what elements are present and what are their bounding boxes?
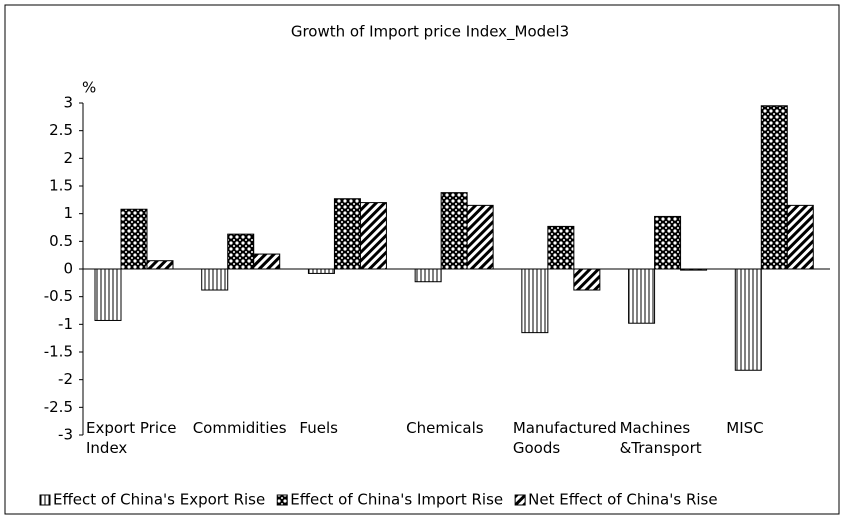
y-axis-label: % — [82, 79, 96, 97]
bar — [573, 268, 601, 291]
bar — [227, 233, 255, 270]
y-tick-label: 2 — [63, 149, 73, 167]
bar — [547, 225, 575, 270]
bar — [628, 268, 656, 324]
bar — [359, 202, 387, 270]
bar — [654, 215, 682, 270]
bar — [760, 105, 788, 270]
legend-swatch — [514, 494, 526, 506]
y-tick-label: 0.5 — [49, 232, 73, 250]
bar — [440, 192, 468, 270]
bar — [201, 268, 229, 291]
legend-label: Net Effect of China's Rise — [528, 491, 717, 509]
x-tick-label: Commidities — [192, 419, 287, 437]
bar — [680, 268, 708, 271]
bar — [521, 268, 549, 334]
x-tick-label: Manufactured Goods — [512, 419, 617, 457]
x-tick-label: Fuels — [299, 419, 338, 437]
y-tick-label: 1.5 — [49, 177, 73, 195]
y-tick-label: -2.5 — [44, 398, 73, 416]
y-tick-label: -2 — [58, 370, 73, 388]
x-tick-label: Chemicals — [406, 419, 484, 437]
bar — [146, 260, 174, 270]
y-tick-label: 2.5 — [49, 121, 73, 139]
y-tick-label: 1 — [63, 204, 73, 222]
chart-border — [4, 4, 840, 515]
bar — [94, 268, 122, 321]
bar — [786, 204, 814, 270]
bar — [333, 198, 361, 270]
bar — [734, 268, 762, 371]
bar — [253, 253, 281, 270]
y-tick-label: 0 — [63, 260, 73, 278]
x-tick-label: MISC — [726, 419, 764, 437]
bar — [466, 204, 494, 270]
x-tick-label: Machines &Transport — [619, 419, 702, 457]
legend-label: Effect of China's Export Rise — [53, 491, 265, 509]
bar — [307, 268, 335, 274]
y-tick-label: -1 — [58, 315, 73, 333]
y-tick-label: -3 — [58, 426, 73, 444]
legend-swatch — [39, 494, 51, 506]
legend-swatch — [276, 494, 288, 506]
bar — [414, 268, 442, 283]
x-tick-label: Export Price Index — [86, 419, 177, 457]
legend-label: Effect of China's Import Rise — [290, 491, 503, 509]
y-tick-label: -0.5 — [44, 287, 73, 305]
y-tick-label: -1.5 — [44, 343, 73, 361]
chart-title: Growth of Import price Index_Model3 — [291, 23, 569, 42]
bar — [120, 208, 148, 270]
y-tick-label: 3 — [63, 94, 73, 112]
